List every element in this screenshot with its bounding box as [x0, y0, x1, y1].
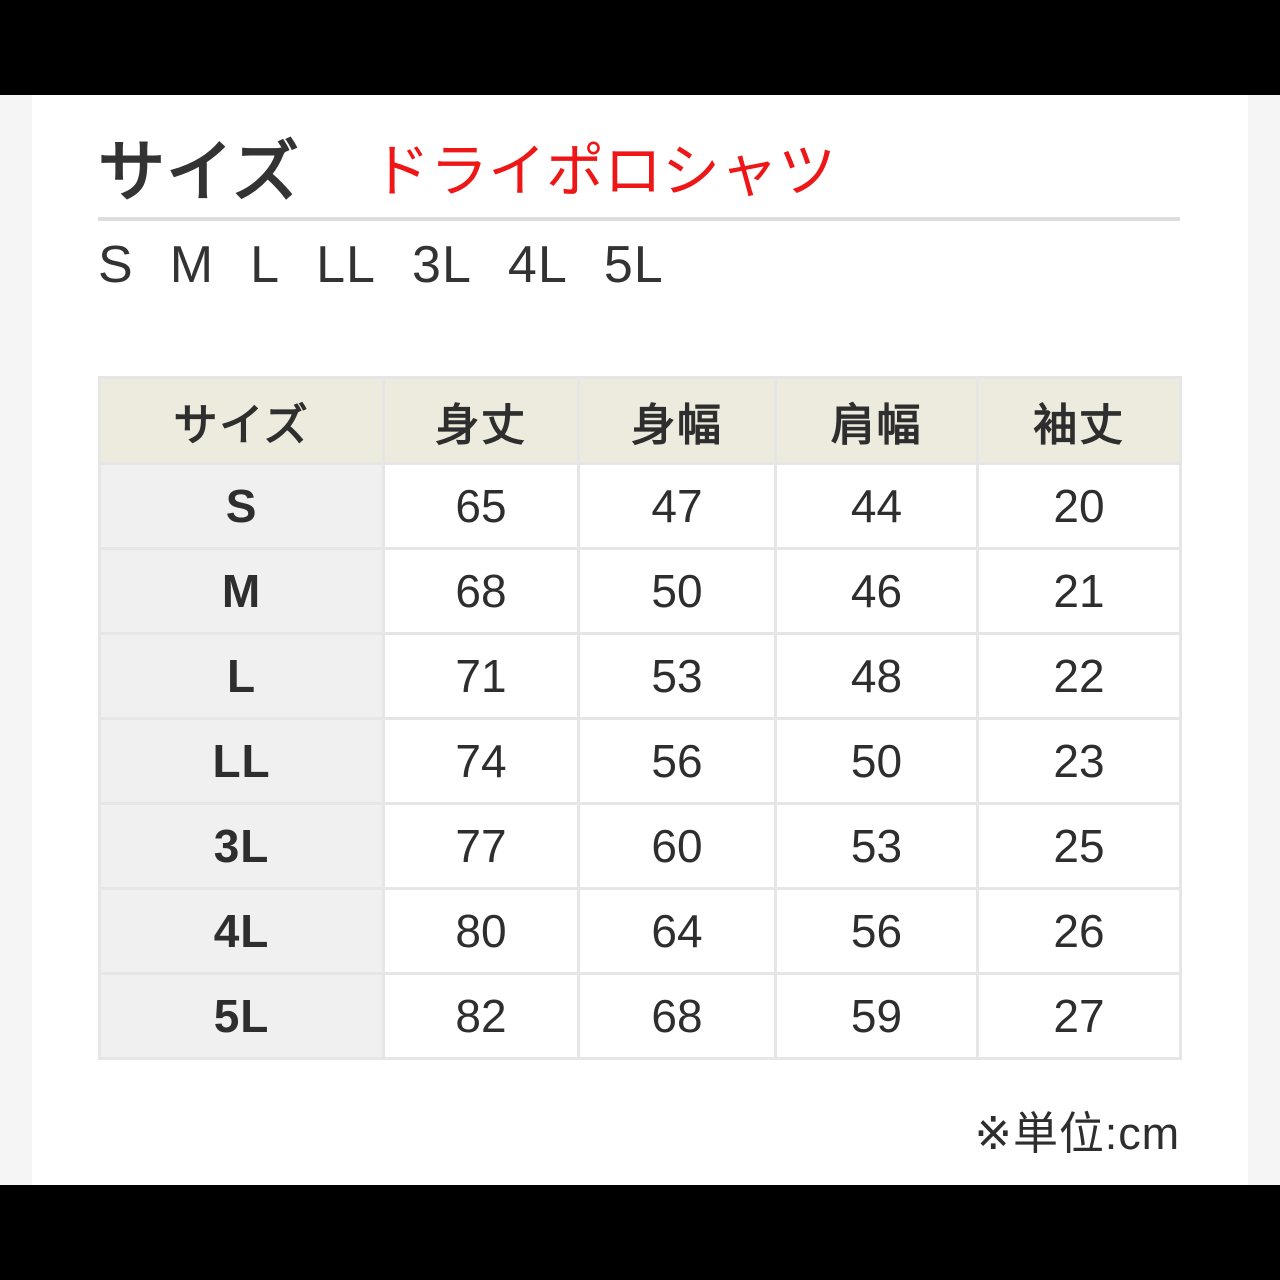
cell-value: 68 — [385, 550, 577, 632]
table-body: S 65 47 44 20 M 68 50 46 21 L 71 53 48 22 LL 74 56 50 23 3L 7… — [101, 465, 1179, 1057]
cell-value: 44 — [777, 465, 976, 547]
table-row: 5L 82 68 59 27 — [101, 975, 1179, 1057]
size-option-s: S — [98, 236, 134, 294]
cell-value: 60 — [580, 805, 774, 887]
header-divider — [98, 217, 1180, 221]
cell-size-s: S — [101, 465, 382, 547]
cell-value: 27 — [979, 975, 1179, 1057]
size-option-m: M — [169, 236, 215, 294]
document-sheet: サイズ ドライポロシャツ S M L LL 3L 4L 5L サイズ 身丈 身幅 肩幅 袖丈 — [32, 95, 1248, 1185]
table-head: サイズ 身丈 身幅 肩幅 袖丈 — [101, 379, 1179, 462]
cell-value: 71 — [385, 635, 577, 717]
cell-value: 26 — [979, 890, 1179, 972]
cell-value: 23 — [979, 720, 1179, 802]
cell-value: 53 — [580, 635, 774, 717]
cell-value: 46 — [777, 550, 976, 632]
table-row: 3L 77 60 53 25 — [101, 805, 1179, 887]
table-row: S 65 47 44 20 — [101, 465, 1179, 547]
cell-size-4l: 4L — [101, 890, 382, 972]
size-option-ll: LL — [316, 236, 376, 294]
size-option-4l: 4L — [507, 236, 568, 294]
cell-value: 56 — [777, 890, 976, 972]
column-header-body-length: 身丈 — [385, 379, 577, 462]
cell-value: 47 — [580, 465, 774, 547]
cell-value: 50 — [580, 550, 774, 632]
cell-value: 64 — [580, 890, 774, 972]
cell-value: 53 — [777, 805, 976, 887]
cell-value: 20 — [979, 465, 1179, 547]
size-chart-table: サイズ 身丈 身幅 肩幅 袖丈 S 65 47 44 20 M 68 50 46 21 L 71 53 4… — [98, 376, 1182, 1060]
cell-value: 25 — [979, 805, 1179, 887]
size-option-3l: 3L — [411, 236, 472, 294]
cell-value: 68 — [580, 975, 774, 1057]
cell-value: 80 — [385, 890, 577, 972]
unit-note: ※単位:cm — [974, 1108, 1180, 1159]
cell-value: 50 — [777, 720, 976, 802]
cell-value: 59 — [777, 975, 976, 1057]
cell-value: 74 — [385, 720, 577, 802]
cell-value: 65 — [385, 465, 577, 547]
cell-size-3l: 3L — [101, 805, 382, 887]
table-row: M 68 50 46 21 — [101, 550, 1179, 632]
cell-value: 21 — [979, 550, 1179, 632]
column-header-size: サイズ — [101, 379, 382, 462]
cell-size-l: L — [101, 635, 382, 717]
cell-value: 22 — [979, 635, 1179, 717]
cell-size-5l: 5L — [101, 975, 382, 1057]
cell-value: 82 — [385, 975, 577, 1057]
column-header-body-width: 身幅 — [580, 379, 774, 462]
page-title: サイズ — [98, 134, 300, 210]
product-name-label: ドライポロシャツ — [372, 139, 837, 204]
cell-value: 56 — [580, 720, 774, 802]
page-viewport: サイズ ドライポロシャツ S M L LL 3L 4L 5L サイズ 身丈 身幅 肩幅 袖丈 — [0, 95, 1280, 1185]
cell-size-ll: LL — [101, 720, 382, 802]
size-option-5l: 5L — [603, 236, 664, 294]
size-options-list: S M L LL 3L 4L 5L — [98, 233, 1180, 298]
cell-size-m: M — [101, 550, 382, 632]
cell-value: 77 — [385, 805, 577, 887]
page-header: サイズ ドライポロシャツ — [98, 117, 1180, 227]
table-row: L 71 53 48 22 — [101, 635, 1179, 717]
table-row: 4L 80 64 56 26 — [101, 890, 1179, 972]
size-option-l: L — [250, 236, 281, 294]
column-header-sleeve-length: 袖丈 — [979, 379, 1179, 462]
column-header-shoulder-width: 肩幅 — [777, 379, 976, 462]
cell-value: 48 — [777, 635, 976, 717]
table-row: LL 74 56 50 23 — [101, 720, 1179, 802]
table-header-row: サイズ 身丈 身幅 肩幅 袖丈 — [101, 379, 1179, 462]
